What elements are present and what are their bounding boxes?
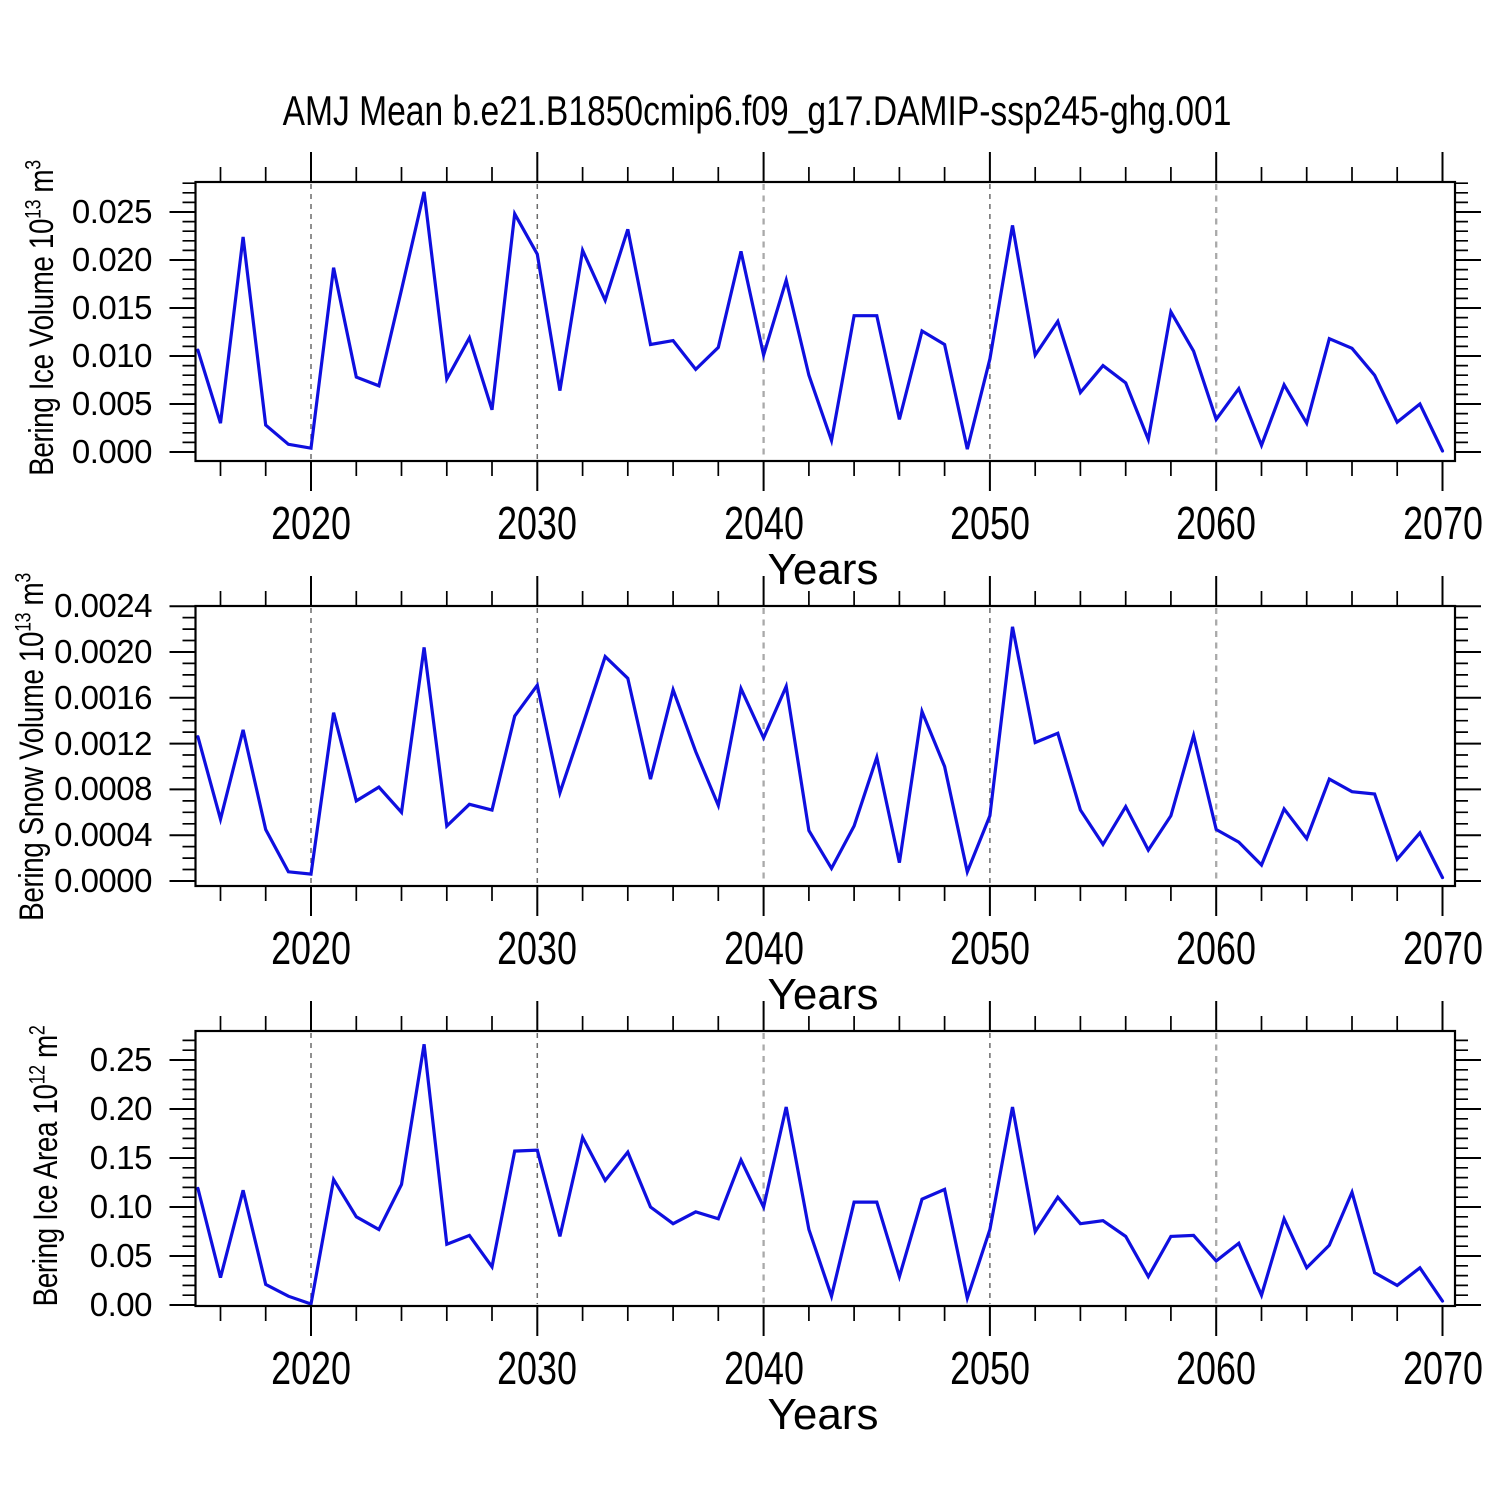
minor-ticks bbox=[182, 167, 1468, 476]
y-tick-label-bering-snow-volume-0.0012: 0.0012 bbox=[54, 724, 152, 762]
minor-ticks bbox=[182, 591, 1468, 901]
axes-frame bbox=[194, 1029, 1457, 1308]
data-line-bering-snow-volume bbox=[196, 626, 1445, 880]
y-tick-label-bering-ice-volume-0.015: 0.015 bbox=[71, 289, 153, 326]
x-tick-label-2050: 2050 bbox=[949, 1342, 1030, 1394]
y-tick-label-bering-ice-area-0.00: 0.00 bbox=[89, 1286, 153, 1323]
y-tick-label-bering-snow-volume-0.0004: 0.0004 bbox=[54, 816, 152, 854]
y-tick-label-bering-snow-volume-0.0024: 0.0024 bbox=[54, 587, 152, 625]
exponent: 3 bbox=[20, 160, 46, 170]
exponent: 3 bbox=[10, 573, 36, 583]
y-tick-label-bering-ice-area-0.10: 0.10 bbox=[89, 1188, 153, 1225]
data-line-bering-ice-volume bbox=[196, 191, 1445, 453]
chart-title: AMJ Mean b.e21.B1850cmip6.f09_g17.DAMIP-… bbox=[282, 87, 1232, 134]
y-tick-label-bering-snow-volume-0.0000: 0.0000 bbox=[54, 862, 152, 899]
x-tick-label-2040: 2040 bbox=[723, 1342, 804, 1394]
y-tick-label-bering-ice-volume-0.025: 0.025 bbox=[71, 193, 153, 230]
y-tick-label-bering-ice-volume-0.010: 0.010 bbox=[71, 337, 153, 374]
x-tick-label-2060: 2060 bbox=[1176, 1342, 1257, 1394]
x-axis-title-panel2: Years bbox=[767, 970, 879, 1019]
data-line-bering-ice-area bbox=[196, 1044, 1445, 1307]
x-tick-label-2020: 2020 bbox=[271, 497, 351, 549]
x-tick-label-2040: 2040 bbox=[723, 922, 804, 974]
y-tick-label-bering-snow-volume-0.0008: 0.0008 bbox=[54, 770, 152, 808]
y-tick-label-bering-ice-area-0.25: 0.25 bbox=[89, 1041, 153, 1078]
axes-frame bbox=[194, 604, 1457, 888]
y-tick-label-bering-ice-volume-0.020: 0.020 bbox=[71, 241, 153, 278]
panel-bering-ice-area bbox=[169, 1001, 1481, 1336]
y-tick-label-bering-ice-volume-0.005: 0.005 bbox=[71, 385, 153, 422]
y-tick-label-bering-snow-volume-0.0020: 0.0020 bbox=[54, 633, 152, 670]
major-ticks bbox=[169, 152, 1481, 491]
axes-frame bbox=[194, 180, 1457, 463]
panel-bering-snow-volume bbox=[169, 576, 1481, 916]
major-ticks bbox=[169, 1001, 1481, 1336]
x-axis-title-panel1: Years bbox=[767, 545, 879, 594]
x-tick-label-2050: 2050 bbox=[949, 497, 1030, 549]
x-tick-label-2060: 2060 bbox=[1176, 497, 1257, 549]
x-tick-label-2070: 2070 bbox=[1402, 497, 1483, 549]
x-tick-label-2070: 2070 bbox=[1402, 922, 1483, 974]
panel-bering-ice-volume bbox=[169, 152, 1481, 491]
x-axis-title-panel3: Years bbox=[767, 1390, 879, 1439]
x-tick-label-2030: 2030 bbox=[497, 922, 578, 974]
x-tick-label-2070: 2070 bbox=[1402, 1342, 1483, 1394]
x-tick-label-2030: 2030 bbox=[497, 497, 578, 549]
y-tick-label-bering-ice-volume-0.000: 0.000 bbox=[71, 433, 153, 470]
y-tick-label-bering-ice-area-0.15: 0.15 bbox=[89, 1139, 153, 1176]
y-tick-label-bering-ice-area-0.05: 0.05 bbox=[89, 1237, 153, 1274]
y-tick-label-bering-snow-volume-0.0016: 0.0016 bbox=[54, 678, 152, 716]
x-tick-label-2050: 2050 bbox=[949, 922, 1030, 974]
exponent: 2 bbox=[24, 1025, 50, 1036]
x-tick-label-2060: 2060 bbox=[1176, 922, 1257, 974]
x-tick-label-2040: 2040 bbox=[723, 497, 804, 549]
x-tick-label-2020: 2020 bbox=[271, 922, 351, 974]
x-tick-label-2020: 2020 bbox=[271, 1342, 351, 1394]
x-tick-label-2030: 2030 bbox=[497, 1342, 578, 1394]
y-tick-label-bering-ice-area-0.20: 0.20 bbox=[89, 1090, 153, 1127]
minor-ticks bbox=[182, 1016, 1468, 1321]
major-ticks bbox=[169, 576, 1481, 916]
